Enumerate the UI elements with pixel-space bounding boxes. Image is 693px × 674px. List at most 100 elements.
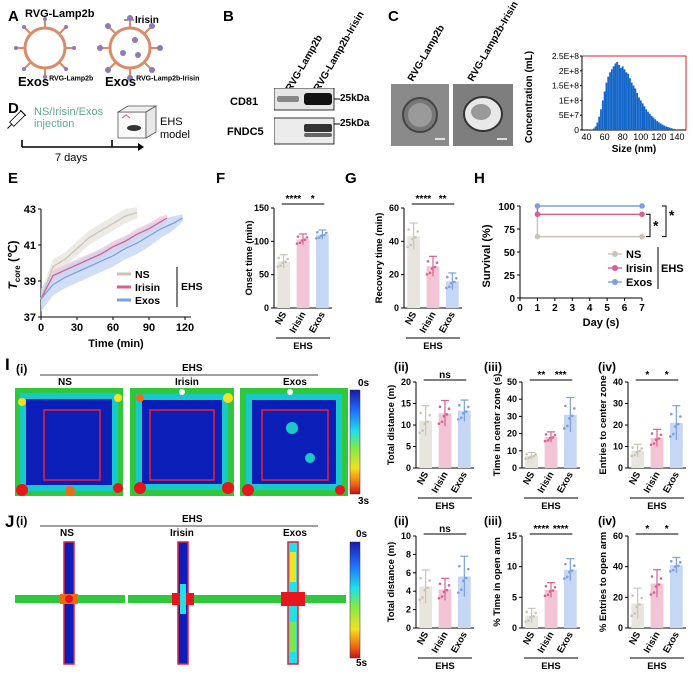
hist-bar xyxy=(667,127,669,130)
data-point xyxy=(296,235,300,238)
data-point xyxy=(670,412,673,416)
data-point xyxy=(546,439,550,442)
y-tick-label: 100 xyxy=(254,236,269,246)
x-tick-label: 1 xyxy=(535,303,541,314)
y-tick-label: 0 xyxy=(574,125,579,135)
irisin-label: Irisin xyxy=(135,15,159,26)
y-tick-label: 50 xyxy=(259,270,269,280)
heat-j-ns-label: NS xyxy=(60,528,74,539)
hist-bar xyxy=(591,129,593,130)
data-point xyxy=(295,242,299,245)
data-point xyxy=(631,594,634,597)
data-point xyxy=(524,457,527,461)
bar-irisin xyxy=(544,437,558,468)
heat-i-scale-top: 0s xyxy=(358,378,370,389)
sig-label: *** xyxy=(555,370,567,381)
hist-bar xyxy=(594,126,597,130)
data-point xyxy=(543,439,547,443)
data-point xyxy=(465,576,468,580)
data-point xyxy=(633,453,636,457)
sig-label: * xyxy=(669,207,675,223)
data-point xyxy=(457,591,460,594)
heat-j-graphics xyxy=(15,525,361,665)
data-point xyxy=(544,433,548,436)
data-point xyxy=(670,559,673,563)
group-label: EHS xyxy=(541,661,561,672)
bar-irisin xyxy=(438,589,452,628)
x-tick-label: NS xyxy=(273,310,289,327)
y-tick-label: 30 xyxy=(507,411,517,421)
sig-label: ** xyxy=(439,194,447,205)
bar-ns xyxy=(419,420,433,468)
y-tick-label: 8 xyxy=(406,549,411,559)
roman-i-label: (i) xyxy=(16,362,28,376)
data-point xyxy=(633,612,636,615)
hist-bar xyxy=(607,76,610,130)
y-tick-label: 50 xyxy=(507,377,517,387)
panel-label-c: C xyxy=(388,8,399,25)
data-point xyxy=(303,238,307,242)
y-axis-label: Entries to center zone xyxy=(598,375,609,474)
data-point xyxy=(325,231,328,235)
y-axis-label: Recovery time (min) xyxy=(374,213,385,304)
panel-label-d: D xyxy=(8,100,19,117)
hist-bar xyxy=(661,124,664,130)
data-point xyxy=(421,429,424,432)
x-tick-label: NS xyxy=(415,630,431,647)
panel-c-tem: RVG-Lamp2b RVG-Lamp2b-Irisin xyxy=(388,0,523,160)
sig-label: * xyxy=(645,370,649,381)
x-tick-label: Exos xyxy=(449,470,470,495)
y-tick-label: 2.5E+8 xyxy=(552,51,579,61)
data-point xyxy=(442,414,446,418)
x-axis-label: Day (s) xyxy=(583,317,620,329)
legend-marker xyxy=(612,279,618,285)
data-point xyxy=(445,286,448,290)
data-point xyxy=(418,598,421,602)
i-center-time-chart: (iii)Time in center zone (s) 0 10 20 30 40 50 N… xyxy=(484,360,580,510)
data-point xyxy=(649,443,653,447)
data-point xyxy=(440,420,444,424)
hist-bar xyxy=(609,72,611,130)
x-tick-label: NS xyxy=(627,470,643,487)
data-point xyxy=(674,565,677,569)
panel-label-g: G xyxy=(345,170,357,187)
data-point xyxy=(669,435,672,438)
x-tick-label: Exos xyxy=(555,630,576,655)
hist-bar xyxy=(614,63,617,130)
data-point xyxy=(638,603,641,606)
hist-bar xyxy=(634,88,637,130)
y-tick-label: 43 xyxy=(24,204,36,216)
heatmap-exos xyxy=(240,388,348,496)
hist-bar xyxy=(629,78,631,130)
panel-label-h: H xyxy=(474,170,485,187)
y-axis-label: Time in center zone (s) xyxy=(492,374,503,477)
line-ns xyxy=(40,211,138,300)
data-point xyxy=(445,588,449,592)
data-point xyxy=(527,619,530,622)
data-point xyxy=(659,433,663,437)
hist-bar xyxy=(625,72,628,130)
y-tick-label: 15 xyxy=(507,531,517,541)
hist-bar xyxy=(618,64,620,130)
roman-label: (iv) xyxy=(598,360,616,374)
sig-label: **** xyxy=(416,194,432,205)
legend-label: Exos xyxy=(626,277,652,289)
data-point xyxy=(406,245,409,249)
roman-j-label: (i) xyxy=(16,514,28,528)
hist-bar xyxy=(656,121,658,130)
y-tick-label: 100 xyxy=(498,202,515,213)
y-tick-label: 0 xyxy=(618,623,623,633)
data-point xyxy=(460,588,463,592)
rvg-lamp2b-label: RVG-Lamp2b xyxy=(25,8,95,20)
x-tick-label: Irisin xyxy=(536,470,557,495)
y-tick-label: 20 xyxy=(389,270,399,280)
data-point xyxy=(672,568,675,572)
bar-irisin xyxy=(296,239,310,308)
data-point xyxy=(426,420,429,424)
data-point xyxy=(409,243,412,247)
exos-irisin-label: ExosRVG-Lamp2b-Irisin xyxy=(105,74,200,89)
y-tick-label: 20 xyxy=(401,377,411,387)
hist-bar xyxy=(627,73,630,130)
hist-bar xyxy=(668,127,671,130)
